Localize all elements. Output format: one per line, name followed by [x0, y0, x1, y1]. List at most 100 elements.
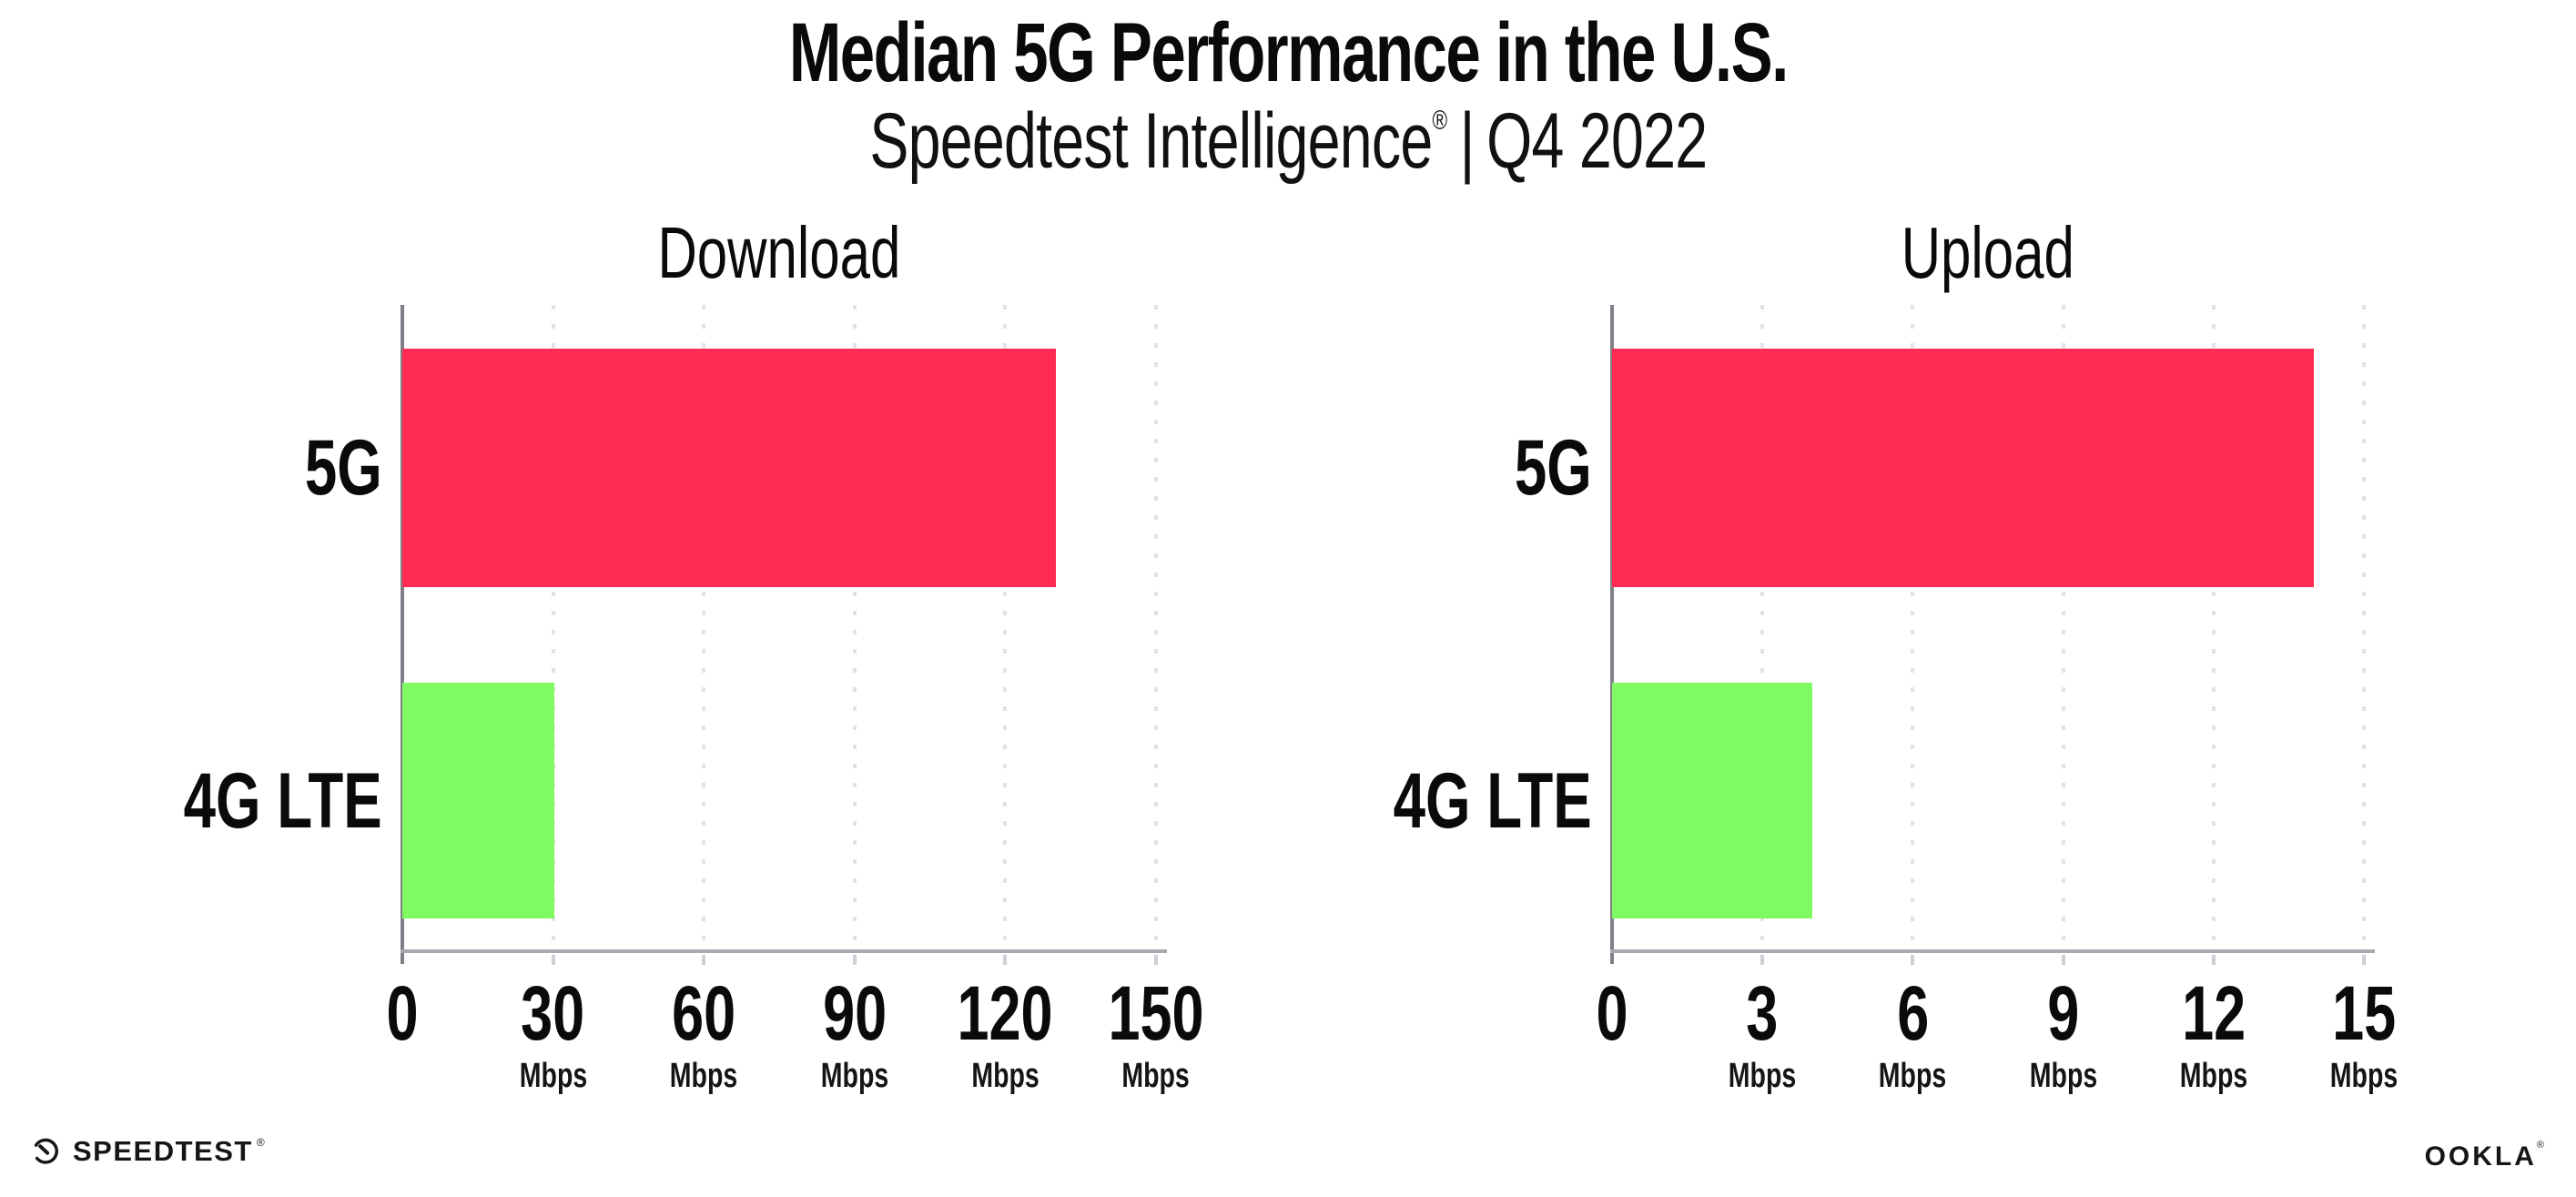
gridline: [1760, 305, 1765, 951]
bar-5g-download: [402, 349, 1056, 588]
x-tick-unit-text: Mbps: [2029, 1057, 2097, 1095]
x-tick-label: 150 Mbps: [1092, 975, 1220, 1093]
bar-4g-lte-download: [402, 683, 555, 918]
x-tick-unit: Mbps: [2018, 1059, 2108, 1093]
category-label-4g-lte: 4G LTE: [1201, 683, 1592, 918]
x-tick-value: 0: [381, 975, 424, 1051]
x-tick-unit: Mbps: [2318, 1059, 2409, 1093]
x-tick-value-text: 15: [2331, 970, 2397, 1056]
x-tick-value-text: 6: [1896, 970, 1929, 1056]
category-label-text: 5G: [1515, 424, 1592, 512]
x-tick-value-text: 0: [386, 970, 419, 1056]
gridline: [551, 305, 555, 951]
x-axis-tick: [1154, 955, 1158, 965]
x-tick-label: 90 Mbps: [809, 975, 899, 1093]
category-label-5g: 5G: [0, 349, 382, 587]
x-tick-unit-text: Mbps: [519, 1057, 587, 1095]
x-axis-tick: [2211, 955, 2216, 965]
registered-mark-icon: ®: [256, 1136, 265, 1149]
x-tick-label: 15 Mbps: [2318, 975, 2409, 1093]
chart-upload: Upload 0 3 Mbps 6 Mbps 9 Mbps 12 Mbps 15 Mbps 5G 4G …: [1394, 217, 2398, 1094]
x-axis-tick: [2362, 955, 2366, 965]
x-tick-value-text: 3: [1746, 970, 1779, 1056]
x-tick-label: 0: [1591, 975, 1634, 1051]
speedtest-gauge-icon: [33, 1138, 58, 1164]
category-label-text: 4G LTE: [1393, 756, 1592, 845]
x-axis-tick: [2061, 955, 2065, 965]
x-tick-label: 12 Mbps: [2168, 975, 2258, 1093]
speedtest-logo: SPEEDTEST ®: [31, 1136, 265, 1165]
x-tick-value-text: 30: [521, 970, 585, 1056]
x-tick-unit: Mbps: [941, 1059, 1069, 1093]
x-axis-line: [401, 949, 1167, 953]
x-tick-unit-text: Mbps: [1728, 1057, 1797, 1095]
subtitle-period: Q4 2022: [1486, 97, 1708, 185]
x-tick-unit: Mbps: [1718, 1059, 1808, 1093]
x-tick-label: 6 Mbps: [1868, 975, 1958, 1093]
x-tick-value: 9: [2018, 975, 2108, 1051]
y-axis-line: [401, 305, 404, 964]
x-tick-unit-text: Mbps: [2329, 1057, 2399, 1095]
x-tick-unit-text: Mbps: [2179, 1057, 2248, 1095]
x-tick-unit-text: Mbps: [1121, 1057, 1191, 1095]
registered-mark-icon: ®: [2536, 1140, 2544, 1151]
page-title-text: Median 5G Performance in the U.S.: [788, 6, 1789, 99]
gridline: [1154, 305, 1158, 951]
x-tick-label: 120 Mbps: [941, 975, 1069, 1093]
x-tick-label: 30 Mbps: [508, 975, 598, 1093]
x-tick-label: 9 Mbps: [2018, 975, 2108, 1093]
y-axis-line: [1610, 305, 1614, 964]
x-tick-unit: Mbps: [1092, 1059, 1220, 1093]
x-tick-unit-text: Mbps: [971, 1057, 1040, 1095]
speedtest-wordmark: SPEEDTEST: [73, 1134, 253, 1167]
chart-title-download: Download: [657, 212, 901, 293]
x-tick-unit-text: Mbps: [669, 1057, 738, 1095]
x-tick-unit: Mbps: [1868, 1059, 1958, 1093]
gridline: [2362, 305, 2366, 951]
ookla-logo: OOKLA ®: [2424, 1140, 2544, 1172]
x-tick-value: 120: [941, 975, 1069, 1051]
ookla-wordmark: OOKLA: [2424, 1141, 2537, 1172]
x-axis-tick: [702, 955, 706, 965]
x-axis-tick: [852, 955, 857, 965]
gridline: [702, 305, 706, 951]
x-tick-value-text: 9: [2047, 970, 2080, 1056]
x-tick-value-text: 0: [1596, 970, 1628, 1056]
subtitle-separator: |: [1459, 97, 1475, 185]
x-tick-label: 3 Mbps: [1718, 975, 1808, 1093]
x-tick-value: 15: [2318, 975, 2409, 1051]
bar-4g-lte-upload: [1612, 683, 1813, 918]
x-tick-unit-text: Mbps: [1879, 1057, 1947, 1095]
x-axis-tick: [1911, 955, 1915, 965]
x-tick-value-text: 12: [2181, 970, 2246, 1056]
x-tick-value: 6: [1868, 975, 1958, 1051]
x-tick-value-text: 60: [672, 970, 736, 1056]
x-tick-value: 3: [1718, 975, 1808, 1051]
x-axis-tick: [1003, 955, 1008, 965]
subtitle-product: Speedtest Intelligence: [868, 97, 1433, 185]
chart-download: Download 0 30 Mbps 60 Mbps 90 Mbps 120 Mbps 150 Mb…: [184, 217, 1204, 1094]
gridline: [2211, 305, 2216, 951]
x-tick-value: 90: [809, 975, 899, 1051]
bar-5g-upload: [1612, 349, 2314, 588]
x-axis-tick: [551, 955, 555, 965]
x-tick-value: 12: [2168, 975, 2258, 1051]
gridline: [852, 305, 857, 951]
x-tick-value: 150: [1092, 975, 1220, 1051]
x-axis-tick: [1760, 955, 1765, 965]
x-tick-unit: Mbps: [2168, 1059, 2258, 1093]
x-tick-value-text: 90: [822, 970, 887, 1056]
x-tick-value-text: 150: [1108, 970, 1204, 1056]
chart-title-upload: Upload: [1901, 212, 2075, 293]
x-tick-value: 60: [659, 975, 749, 1051]
category-label-4g-lte: 4G LTE: [0, 683, 382, 918]
category-label-text: 4G LTE: [183, 756, 382, 845]
x-tick-label: 60 Mbps: [659, 975, 749, 1093]
registered-mark-icon: ®: [1432, 106, 1447, 136]
gridline: [1003, 305, 1008, 951]
page-title: Median 5G Performance in the U.S.: [0, 11, 2576, 95]
x-tick-unit: Mbps: [659, 1059, 749, 1093]
x-tick-unit: Mbps: [809, 1059, 899, 1093]
category-label-text: 5G: [305, 424, 382, 512]
category-label-5g: 5G: [1201, 349, 1592, 587]
